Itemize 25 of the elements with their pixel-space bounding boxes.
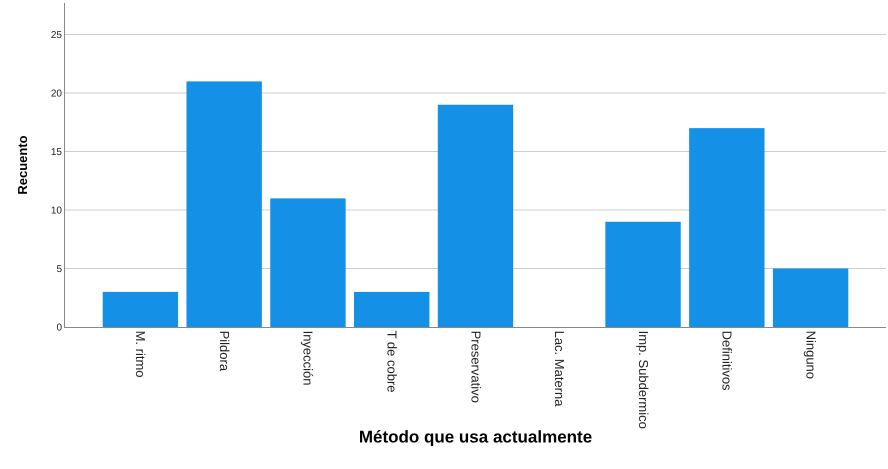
y-tick-label: 15 [50,147,62,158]
x-tick-label: Pildora [216,330,232,372]
x-tick-label: M. ritmo [133,330,148,378]
x-tick-label: Imp. Subdermico [636,330,651,429]
y-tick-label: 25 [50,30,62,42]
x-tick-label: Lac. Materna [552,330,568,408]
bar [772,268,848,327]
bar [354,292,430,327]
bar [689,128,765,327]
y-tick-label: 10 [50,206,62,217]
x-axis-title: Método que usa actualmente [358,427,592,446]
x-tick-label: Definitivos [720,330,735,392]
x-tick-label: T de cobre [384,330,400,393]
y-axis-title: Recuento [14,135,30,195]
bar [102,292,178,327]
y-tick-label: 5 [56,264,62,276]
y-tick-label: 0 [56,322,62,334]
y-tick-label: 20 [50,88,62,100]
bar [270,198,346,327]
bar [186,81,262,327]
x-tick-label: Ninguno [803,330,818,380]
x-tick-label: Inyección [300,330,316,386]
bar [605,222,681,327]
x-tick-label: Preservativo [468,330,484,403]
bar [438,104,514,327]
